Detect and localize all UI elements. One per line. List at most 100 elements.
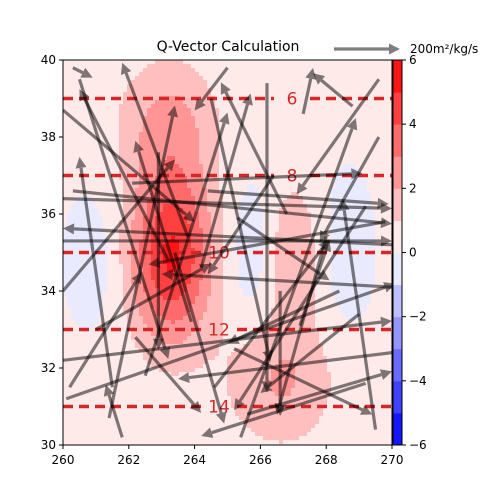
q-vector-head: [152, 338, 164, 350]
q-vector-arrow: [246, 369, 392, 416]
y-axis: 30 32 34 36 38 40: [41, 53, 63, 452]
q-vector-shaft: [188, 351, 392, 380]
q-vector-head: [313, 73, 326, 85]
q-vector-shaft: [63, 108, 188, 217]
y-tick-label: 34: [41, 284, 56, 298]
q-vector-head: [178, 372, 190, 384]
q-vector-arrow: [72, 189, 392, 229]
q-vector-arrow: [103, 384, 124, 438]
q-vector-arrow: [201, 381, 367, 438]
q-vector-head: [161, 269, 173, 281]
q-vector-shaft: [107, 394, 124, 438]
q-vector-head: [103, 384, 115, 397]
colorbar-band: [393, 92, 402, 125]
q-vector-head: [380, 217, 392, 229]
q-vector-arrow: [134, 336, 202, 413]
q-vector-arrow: [63, 223, 392, 247]
q-vector-head: [377, 197, 389, 209]
q-vector-arrow: [132, 168, 363, 185]
x-tick-label: 270: [381, 453, 404, 467]
q-vector-head: [305, 67, 317, 80]
y-tick-label: 38: [41, 130, 56, 144]
x-tick-label: 262: [117, 453, 140, 467]
q-vector-arrow: [296, 78, 381, 195]
q-vector-head: [379, 369, 392, 380]
q-vector-shaft: [246, 373, 382, 416]
q-vector-arrow: [301, 67, 317, 115]
q-vector-arrow: [199, 93, 253, 269]
q-vector-head: [80, 67, 93, 78]
q-vector-head: [234, 398, 245, 411]
q-vector-shaft: [278, 236, 328, 405]
colorbar-band: [393, 316, 402, 350]
q-vector-head: [380, 316, 392, 328]
q-vector-head: [75, 156, 87, 169]
colorbar-ticks: −6 −4 −2 0 2 4 6: [402, 53, 427, 452]
plot-area: 68101214: [62, 59, 393, 446]
q-vector-arrow: [95, 263, 212, 331]
q-vector-head: [201, 427, 214, 438]
q-vector-head: [338, 199, 350, 211]
q-vector-head: [218, 112, 230, 125]
q-vector-shaft: [211, 381, 367, 435]
q-vector-head: [120, 62, 132, 75]
q-vector-arrow: [313, 73, 354, 108]
q-vector-head: [63, 223, 75, 235]
q-vector-shaft: [77, 78, 167, 349]
q-vector-arrow: [75, 156, 114, 388]
q-vector-arrow: [207, 189, 389, 209]
quiver-key: 200m²/kg/s: [334, 42, 478, 56]
q-vector-shaft: [199, 103, 250, 269]
colorbar-band: [393, 380, 402, 414]
q-vector-head: [148, 257, 161, 268]
q-vector-shaft: [233, 347, 364, 412]
colorbar-tick-label: −6: [409, 438, 427, 452]
q-vector-arrow: [63, 316, 392, 362]
quiver-key-label: 200m²/kg/s: [410, 42, 478, 56]
q-vector-shaft: [68, 280, 138, 389]
colorbar-band: [393, 284, 402, 318]
q-vector-arrow: [133, 140, 193, 323]
q-vector-head: [359, 404, 373, 415]
y-tick-label: 30: [41, 438, 56, 452]
q-vector-shaft: [236, 216, 322, 276]
colorbar-tick-label: −4: [409, 374, 427, 388]
colorbar: −6 −4 −2 0 2 4 6: [392, 53, 427, 452]
colorbar-tick-label: 6: [409, 53, 417, 67]
q-vector-shaft: [342, 209, 378, 430]
q-vector-shaft: [132, 172, 352, 185]
q-vector-shaft: [63, 320, 382, 362]
y-tick-label: 40: [41, 53, 56, 67]
y-tick-label: 32: [41, 361, 56, 375]
q-vector-shaft: [224, 91, 289, 215]
q-vector-shaft: [72, 189, 382, 225]
q-vector-head: [207, 261, 219, 275]
colorbar-tick-label: 4: [409, 117, 417, 131]
q-vector-arrow: [194, 66, 229, 111]
q-vector-arrow: [220, 82, 289, 215]
q-vectors: [63, 62, 392, 438]
q-vector-arrow: [77, 78, 171, 359]
colorbar-tick-label: −2: [409, 310, 427, 324]
plot-frame: [62, 59, 393, 446]
q-vector-shaft: [134, 336, 196, 406]
q-vector-head: [167, 105, 178, 118]
q-vector-head: [296, 182, 308, 195]
colorbar-band: [393, 252, 402, 286]
chart-title: Q-Vector Calculation: [157, 39, 300, 55]
q-vector-shaft: [200, 66, 229, 103]
q-vector-head: [163, 159, 175, 172]
q-vector-shaft: [73, 227, 392, 247]
x-axis: 260 262 264 266 268 270: [52, 445, 404, 467]
q-vector-shaft: [63, 197, 382, 210]
q-vector-head: [159, 346, 171, 359]
q-vector-head: [194, 98, 206, 111]
q-vector-shaft: [207, 189, 378, 205]
q-vector-head: [182, 210, 195, 222]
q-vector-arrow: [178, 351, 392, 384]
colorbar-bands: [393, 60, 402, 446]
q-vector-arrow: [227, 289, 341, 344]
q-vector-shaft: [65, 285, 386, 401]
q-vector-arrow: [63, 108, 195, 222]
